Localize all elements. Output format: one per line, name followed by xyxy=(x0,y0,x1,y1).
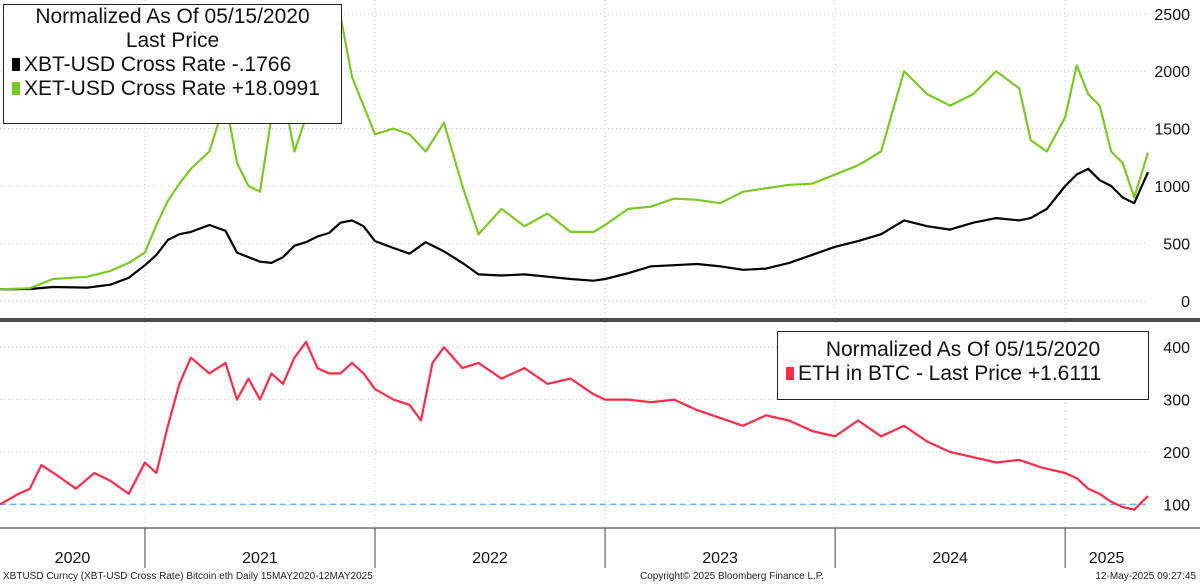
footer-source: XBTUSD Curncy (XBT-USD Cross Rate) Bitco… xyxy=(3,571,373,582)
top-panel-series xyxy=(0,15,1150,291)
bottom-series-line-0 xyxy=(0,340,1149,511)
legend-item-xbt: XBT-USD Cross Rate -.1766 xyxy=(4,53,341,77)
legend-bottom: Normalized As Of 05/15/2020 ETH in BTC -… xyxy=(777,331,1149,400)
x-tick-label-2024: 2024 xyxy=(932,550,968,567)
top-ytick-label-1500: 1500 xyxy=(1154,122,1190,139)
x-axis: 2020 2021 2022 2023 2024 2025 xyxy=(0,527,1200,568)
footer-copyright: Copyright© 2025 Bloomberg Finance L.P. xyxy=(640,571,824,582)
legend-top-subtitle: Last Price xyxy=(125,29,220,52)
top-ytick-label-1000: 1000 xyxy=(1154,179,1190,196)
bottom-panel-y-axis: 100 200 300 400 xyxy=(1163,340,1190,514)
top-ytick-label-2000: 2000 xyxy=(1154,64,1190,81)
legend-label-xet: XET-USD Cross Rate +18.0991 xyxy=(24,77,320,100)
top-panel-grid xyxy=(0,0,1148,318)
bottom-ytick-label-300: 300 xyxy=(1163,393,1190,410)
legend-item-xet: XET-USD Cross Rate +18.0991 xyxy=(4,77,341,101)
top-ytick-label-0: 0 xyxy=(1181,294,1190,311)
legend-swatch-xet xyxy=(12,82,20,95)
legend-swatch-ethbtc xyxy=(786,367,794,380)
bottom-ytick-label-100: 100 xyxy=(1163,497,1190,514)
top-panel-y-axis: 0 500 1000 1500 2000 2500 xyxy=(1154,7,1190,311)
legend-top: Normalized As Of 05/15/2020 Last Price X… xyxy=(3,4,342,124)
legend-swatch-xbt xyxy=(12,58,20,71)
x-tick-label-2020: 2020 xyxy=(55,550,91,567)
legend-item-ethbtc: ETH in BTC - Last Price +1.6111 xyxy=(778,362,1148,386)
legend-label-xbt: XBT-USD Cross Rate -.1766 xyxy=(24,53,292,76)
top-series-line-0 xyxy=(0,167,1150,291)
footer-timestamp: 12-May-2025 09:27:45 xyxy=(1095,571,1196,582)
legend-bottom-title: Normalized As Of 05/15/2020 xyxy=(825,338,1101,361)
x-tick-label-2021: 2021 xyxy=(242,550,278,567)
panel-divider xyxy=(0,318,1200,322)
top-ytick-label-500: 500 xyxy=(1163,236,1190,253)
top-series-line-1 xyxy=(0,15,1150,291)
x-tick-label-2022: 2022 xyxy=(472,550,508,567)
x-tick-label-2025: 2025 xyxy=(1089,550,1125,567)
bottom-ytick-label-200: 200 xyxy=(1163,445,1190,462)
x-tick-label-2023: 2023 xyxy=(702,550,738,567)
bottom-ytick-label-400: 400 xyxy=(1163,340,1190,357)
legend-label-ethbtc: ETH in BTC - Last Price +1.6111 xyxy=(798,362,1102,385)
legend-top-title: Normalized As Of 05/15/2020 xyxy=(35,5,310,28)
top-ytick-label-2500: 2500 xyxy=(1154,7,1190,24)
bottom-panel-series xyxy=(0,340,1149,511)
